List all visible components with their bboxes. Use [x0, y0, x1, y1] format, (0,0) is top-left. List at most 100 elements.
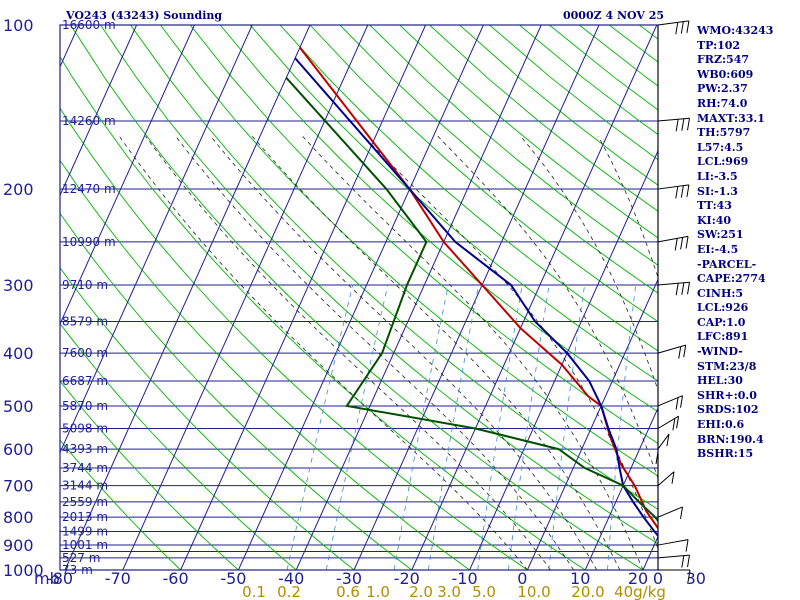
height-label: 1499 m [62, 525, 108, 539]
wind-barb-flag [666, 433, 670, 447]
temperature-tick-label: 0 [653, 569, 663, 588]
index-item: BRN:190.4 [697, 432, 764, 446]
mixing-ratio-line [548, 284, 585, 570]
wind-barb-flag [681, 118, 685, 131]
index-item: CAPE:2774 [697, 272, 766, 286]
index-item: WMO:43243 [697, 24, 774, 37]
wind-barb-shaft [657, 471, 675, 486]
dry-adiabat-line [789, 25, 800, 570]
index-item: SI:-1.3 [697, 184, 738, 198]
mixing-ratio-label: 10.0 [517, 583, 550, 600]
dry-adiabat-line [60, 159, 470, 570]
wind-barb-shaft [657, 184, 689, 190]
isotherm-line [60, 25, 195, 326]
temperature-tick-label: -70 [105, 569, 131, 588]
mixing-ratio-line [477, 284, 523, 570]
wind-barb-flag [680, 21, 684, 34]
wind-barb-flag [675, 119, 679, 132]
height-label: 14260 m [62, 114, 116, 128]
pressure-tick-label: 500 [3, 397, 34, 416]
wind-barb-shaft [657, 395, 683, 407]
wind-barb-flag [681, 555, 685, 568]
index-item: SHR+:0.0 [697, 388, 757, 402]
index-item: L57:4.5 [697, 140, 744, 154]
station-title: VO243 (43243) Sounding [66, 9, 223, 22]
pressure-tick-label: 1000 [3, 561, 44, 580]
wind-barb-shaft [657, 433, 670, 450]
mixing-ratio-label: 0.6 [336, 583, 360, 600]
index-item: CAP:1.0 [697, 315, 746, 329]
wind-barb-flag [675, 186, 679, 199]
mixing-ratio-label: 40g/kg [614, 583, 666, 600]
mixing-ratio-line [508, 284, 550, 570]
index-item: LCL:969 [697, 155, 749, 169]
isotherm-line [353, 25, 600, 570]
wind-barb-flag [675, 283, 679, 296]
index-item: TH:5797 [697, 126, 751, 140]
dry-adiabat-line [339, 25, 658, 294]
height-label: 3144 m [62, 479, 108, 493]
index-item: TP:102 [697, 38, 741, 52]
wind-barb-flag [675, 397, 679, 410]
wind-barb-flag [680, 506, 684, 519]
temperature-tick-label: -50 [220, 569, 246, 588]
wind-barb-shaft [657, 506, 683, 518]
wind-barb-flag [681, 282, 685, 295]
temperature-tick-label: 10 [570, 569, 590, 588]
temperature-tick-label: -30 [336, 569, 362, 588]
index-item: EI:-4.5 [697, 242, 739, 256]
index-item: STM:23/8 [697, 359, 757, 373]
index-item: MAXT:33.1 [697, 111, 765, 125]
height-label: 7600 m [62, 346, 108, 360]
wind-barb-flag [674, 238, 678, 251]
index-item: WB0:609 [697, 67, 754, 81]
height-label: 73 m [62, 563, 93, 577]
mixing-ratio-label: 5.0 [472, 583, 496, 600]
temperature-trace [299, 46, 658, 530]
temperature-tick-label: 30 [686, 569, 706, 588]
mixing-ratio-line [428, 284, 479, 570]
mixing-ratio-line [325, 284, 389, 570]
isotherm-line [469, 149, 658, 570]
wind-barb-flag [687, 554, 691, 568]
mixing-ratio-label: 1.0 [366, 583, 390, 600]
moist-adiabat-line [251, 135, 621, 570]
dry-adiabat-line [60, 55, 586, 570]
wind-barb-flag [686, 20, 690, 33]
moist-adiabat-line [210, 135, 598, 570]
dry-adiabat-line [189, 25, 658, 444]
mixing-ratio-label: 3.0 [437, 583, 461, 600]
wind-barb-shaft [657, 281, 690, 286]
dry-adiabat-line [60, 107, 528, 570]
wind-barb-flag [680, 185, 684, 198]
dry-adiabat-line [309, 25, 658, 323]
pressure-tick-label: 400 [3, 344, 34, 363]
wind-barb-flag [685, 539, 689, 552]
wind-barb-flag [678, 346, 682, 359]
plot-frame [59, 24, 659, 571]
wind-barb-flag [680, 395, 684, 408]
dry-adiabat-line [369, 25, 658, 266]
temperature-tick-label: 0 [517, 569, 527, 588]
temperature-tick-label: -80 [47, 569, 73, 588]
isotherm-line [60, 25, 138, 197]
dry-adiabat-line [249, 25, 658, 382]
index-item: CINH:5 [697, 286, 744, 300]
height-label: 6687 m [62, 374, 108, 388]
height-label: 12470 m [62, 182, 116, 196]
pressure-tick-label: 900 [3, 536, 34, 555]
index-item: LFC:891 [697, 330, 749, 344]
index-item: KI:40 [697, 213, 732, 227]
temperature-tick-label: -60 [163, 569, 189, 588]
height-label: 2559 m [62, 495, 108, 509]
isotherm-line [237, 25, 484, 570]
indices-panel: WMO:43243 TP:102 FRZ:547 WB0:609 PW:2.37 RH:7… [697, 24, 773, 462]
index-item: HEL:30 [697, 374, 743, 388]
isotherm-line [411, 25, 658, 570]
dry-adiabat-line [100, 25, 658, 545]
height-label: 527 m [62, 551, 100, 565]
dry-adiabat-line [60, 380, 239, 570]
isotherm-line [295, 25, 542, 570]
dry-adiabat-line [60, 212, 413, 570]
height-label: 8579 m [62, 315, 108, 329]
